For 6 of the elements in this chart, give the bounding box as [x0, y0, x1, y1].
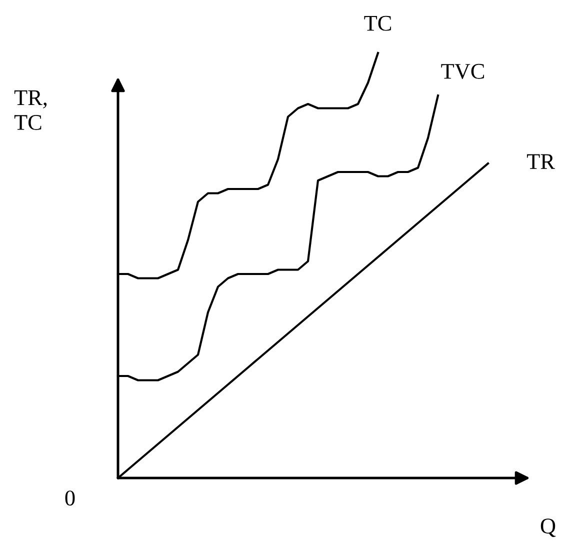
y-axis-title: TR, TC	[14, 90, 47, 130]
x-axis-title: Q	[540, 518, 556, 537]
series-label: TVC	[441, 64, 484, 79]
text: 0	[65, 490, 75, 506]
series-label: TC	[364, 16, 391, 31]
series-label: TR	[526, 154, 555, 169]
